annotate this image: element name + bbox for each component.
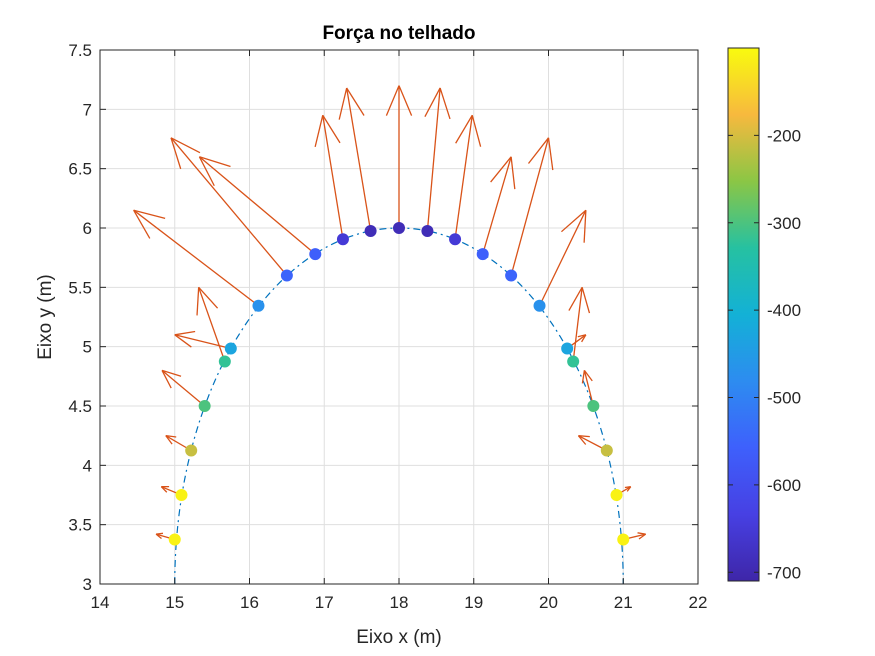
colorbar bbox=[727, 47, 760, 582]
x-tick-label: 18 bbox=[390, 593, 409, 612]
force-arrow bbox=[482, 156, 516, 255]
data-point bbox=[610, 489, 623, 501]
data-point bbox=[567, 355, 580, 368]
x-axis-ticks: 14 15 16 17 18 19 20 21 22 bbox=[91, 50, 708, 612]
data-point bbox=[533, 299, 546, 312]
y-tick-label: 4.5 bbox=[68, 397, 92, 416]
data-point bbox=[218, 355, 231, 368]
y-axis-ticks: 3 3.5 4 4.5 5 5.5 6 6.5 7 7.5 bbox=[68, 41, 698, 594]
x-tick-label: 16 bbox=[240, 593, 259, 612]
chart-title: Força no telhado bbox=[322, 23, 475, 44]
force-arrow bbox=[581, 370, 594, 407]
data-point bbox=[185, 444, 198, 457]
data-point bbox=[449, 233, 462, 246]
force-arrow bbox=[161, 369, 206, 407]
y-tick-label: 6 bbox=[83, 219, 92, 238]
force-arrow bbox=[385, 85, 413, 228]
data-point bbox=[364, 224, 377, 237]
x-tick-label: 22 bbox=[689, 593, 708, 612]
y-tick-label: 7 bbox=[83, 100, 92, 119]
data-point bbox=[505, 269, 518, 282]
data-point bbox=[600, 444, 613, 457]
data-point bbox=[393, 222, 405, 234]
colorbar-tick-label: -400 bbox=[767, 301, 801, 320]
colorbar-tick-label: -700 bbox=[767, 563, 801, 582]
x-tick-label: 19 bbox=[464, 593, 483, 612]
y-tick-label: 5.5 bbox=[68, 278, 92, 297]
force-arrow bbox=[454, 114, 482, 240]
colorbar-ticks: -200 -300 -400 -500 -600 -700 bbox=[728, 126, 801, 582]
colorbar-tick-label: -500 bbox=[767, 389, 801, 408]
y-tick-label: 3 bbox=[83, 575, 92, 594]
x-tick-label: 14 bbox=[91, 593, 110, 612]
force-arrow bbox=[510, 137, 554, 276]
force-arrow bbox=[538, 209, 587, 307]
data-point bbox=[280, 269, 293, 282]
colorbar-tick-label: -200 bbox=[767, 126, 801, 145]
x-tick-label: 17 bbox=[315, 593, 334, 612]
force-arrow bbox=[198, 156, 316, 255]
data-point bbox=[198, 400, 211, 412]
force-arrow bbox=[568, 287, 591, 362]
data-point bbox=[168, 533, 181, 546]
data-point bbox=[587, 400, 600, 412]
colorbar-tick-label: -600 bbox=[767, 476, 801, 495]
y-axis-label: Eixo y (m) bbox=[35, 274, 56, 360]
x-tick-label: 20 bbox=[539, 593, 558, 612]
data-point bbox=[476, 248, 489, 261]
data-point bbox=[309, 248, 322, 261]
data-point bbox=[421, 224, 434, 237]
data-points bbox=[168, 222, 630, 546]
x-tick-label: 15 bbox=[165, 593, 184, 612]
data-point bbox=[175, 489, 188, 501]
force-arrow bbox=[314, 114, 344, 240]
x-axis-label: Eixo x (m) bbox=[356, 627, 442, 648]
y-tick-label: 7.5 bbox=[68, 41, 92, 60]
force-arrow bbox=[424, 87, 451, 232]
y-tick-label: 5 bbox=[83, 338, 92, 357]
y-tick-label: 4 bbox=[83, 456, 92, 475]
data-point bbox=[617, 533, 630, 546]
force-arrow bbox=[174, 330, 231, 350]
data-point bbox=[252, 299, 265, 312]
force-arrow bbox=[196, 286, 226, 362]
colorbar-tick-label: -300 bbox=[767, 214, 801, 233]
data-point bbox=[561, 342, 574, 355]
y-tick-label: 3.5 bbox=[68, 516, 92, 535]
y-tick-label: 6.5 bbox=[68, 160, 92, 179]
force-arrow bbox=[170, 137, 288, 276]
data-point bbox=[336, 233, 349, 246]
force-arrow bbox=[338, 87, 372, 232]
data-point bbox=[224, 342, 237, 355]
force-arrow bbox=[133, 209, 259, 307]
x-tick-label: 21 bbox=[614, 593, 633, 612]
